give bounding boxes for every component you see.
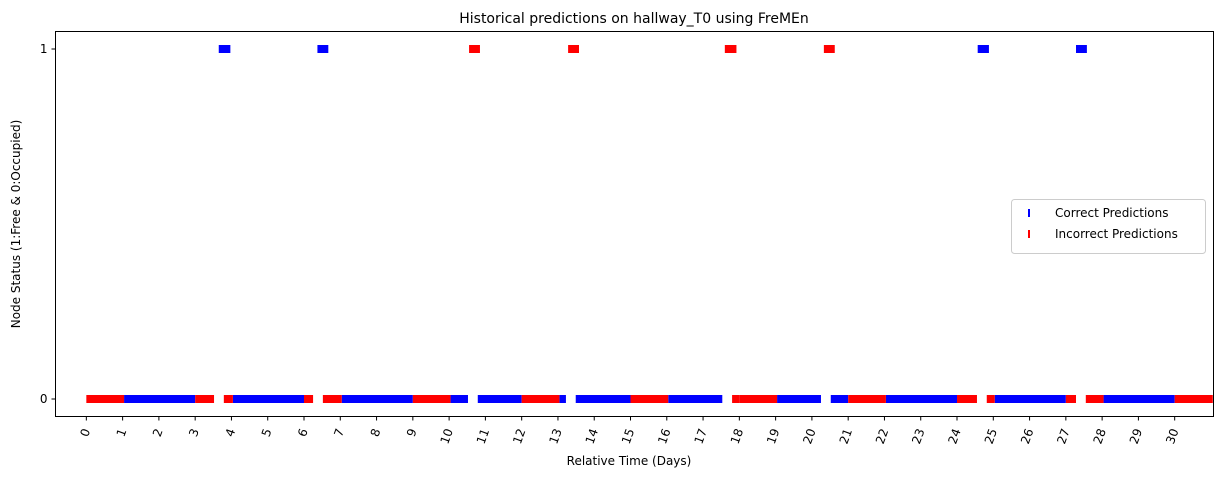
x-tick-label: 29 (1127, 427, 1145, 446)
x-tick-label: 12 (510, 427, 528, 446)
correct-prediction-mark (668, 395, 723, 403)
correct-prediction-mark (218, 45, 231, 53)
legend-marker (1028, 230, 1030, 238)
x-tick-label: 10 (438, 427, 456, 446)
correct-prediction-mark (830, 395, 849, 403)
y-axis-label: Node Status (1:Free & 0:Occupied) (9, 120, 23, 329)
correct-prediction-mark (777, 395, 821, 403)
incorrect-prediction-mark (732, 395, 740, 403)
incorrect-prediction-mark (1085, 395, 1104, 403)
incorrect-prediction-mark (739, 395, 778, 403)
chart-title: Historical predictions on hallway_T0 usi… (459, 11, 809, 27)
x-tick-label: 1 (114, 427, 130, 439)
legend-marker (1028, 209, 1030, 217)
y-axis: 01 (40, 42, 56, 406)
x-tick-label: 7 (331, 427, 347, 439)
incorrect-prediction-mark (322, 395, 342, 403)
x-tick-label: 30 (1163, 427, 1181, 446)
x-tick-label: 19 (764, 427, 782, 446)
incorrect-prediction-mark (223, 395, 233, 403)
x-tick-label: 11 (474, 427, 492, 446)
x-tick-label: 23 (909, 427, 927, 446)
correct-prediction-mark (124, 395, 196, 403)
correct-prediction-mark (477, 395, 522, 403)
x-tick-label: 0 (77, 427, 93, 439)
x-tick-label: 14 (583, 427, 601, 446)
x-axis: 0 1 2 3 4 5 6 7 8 9 10 11 12 13 14 15 16 17 18 19 20 21 22 23 24… (77, 416, 1182, 446)
x-tick-label: 4 (222, 427, 238, 439)
x-tick-label: 27 (1054, 427, 1072, 446)
correct-prediction-mark (1076, 45, 1087, 53)
x-tick-label: 24 (945, 427, 963, 446)
incorrect-prediction-mark (630, 395, 669, 403)
correct-prediction-mark (575, 395, 631, 403)
correct-prediction-mark (341, 395, 413, 403)
x-tick-label: 9 (404, 427, 420, 439)
correct-prediction-mark (885, 395, 958, 403)
incorrect-prediction-mark (724, 45, 737, 53)
incorrect-prediction-mark (1174, 395, 1213, 403)
x-tick-label: 26 (1018, 427, 1036, 446)
plot-frame (55, 31, 1214, 417)
x-tick-label: 13 (546, 427, 564, 446)
legend-label: Incorrect Predictions (1055, 227, 1178, 241)
x-tick-label: 28 (1091, 427, 1109, 446)
incorrect-prediction-mark (521, 395, 560, 403)
x-tick-label: 18 (728, 427, 746, 446)
x-tick-label: 16 (655, 427, 673, 446)
incorrect-prediction-mark (86, 395, 125, 403)
plot-area (55, 31, 1214, 417)
x-tick-label: 5 (259, 427, 275, 439)
incorrect-prediction-mark (568, 45, 579, 53)
data-layer (86, 45, 1213, 403)
correct-prediction-mark (317, 45, 329, 53)
y-tick-label: 1 (40, 42, 48, 56)
x-tick-label: 8 (368, 427, 384, 439)
x-tick-label: 20 (800, 427, 818, 446)
incorrect-prediction-mark (823, 45, 835, 53)
x-tick-label: 25 (982, 427, 1000, 446)
x-tick-label: 17 (692, 427, 710, 446)
incorrect-prediction-mark (848, 395, 886, 403)
x-axis-label: Relative Time (Days) (567, 454, 692, 468)
incorrect-prediction-mark (957, 395, 977, 403)
correct-prediction-mark (994, 395, 1066, 403)
legend-frame (1011, 199, 1206, 254)
correct-prediction-mark (450, 395, 468, 403)
correct-prediction-mark (1103, 395, 1175, 403)
legend-label: Correct Predictions (1055, 206, 1168, 220)
incorrect-prediction-mark (986, 395, 995, 403)
incorrect-prediction-mark (304, 395, 314, 403)
x-tick-label: 3 (186, 427, 202, 439)
x-tick-label: 22 (873, 427, 891, 446)
incorrect-prediction-mark (412, 395, 451, 403)
x-tick-label: 2 (150, 427, 166, 439)
x-tick-label: 21 (837, 427, 855, 446)
correct-prediction-mark (977, 45, 989, 53)
incorrect-prediction-mark (195, 395, 215, 403)
x-tick-label: 15 (619, 427, 637, 446)
incorrect-prediction-mark (1065, 395, 1077, 403)
x-tick-label: 6 (295, 427, 311, 439)
correct-prediction-mark (232, 395, 305, 403)
y-tick-label: 0 (40, 392, 48, 406)
legend: Correct Predictions Incorrect Predictions (1011, 199, 1206, 254)
correct-prediction-mark (559, 395, 566, 403)
incorrect-prediction-mark (469, 45, 480, 53)
